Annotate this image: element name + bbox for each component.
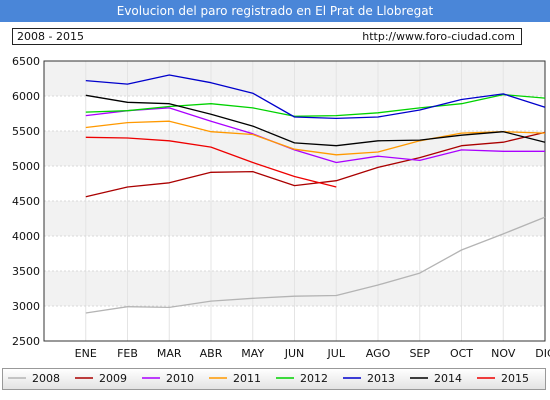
x-tick-label: JUL [327,347,346,360]
y-tick-label: 4500 [12,195,40,208]
y-tick-label: 6000 [12,90,40,103]
y-tick-label: 3000 [12,300,40,313]
legend-label-2013: 2013 [367,372,395,385]
plot-border [43,60,546,342]
series-line-2008 [85,216,546,314]
x-tick-label: SEP [409,347,430,360]
y-tick-label: 3500 [12,265,40,278]
series-line-2009 [85,131,546,198]
series-line-2010 [85,107,545,164]
x-tick-label: AGO [366,347,391,360]
legend-label-2008: 2008 [32,372,60,385]
legend-label-2012: 2012 [300,372,328,385]
x-tick-label: ABR [200,347,223,360]
x-tick-label: OCT [450,347,473,360]
legend-label-2009: 2009 [99,372,127,385]
y-tick-label: 2500 [12,335,40,348]
x-tick-label: FEB [117,347,138,360]
chart-title-bar: Evolucion del paro registrado en El Prat… [0,0,550,22]
chart-info-box: 2008 - 2015 http://www.foro-ciudad.com [12,28,522,45]
x-tick-label: NOV [491,347,516,360]
x-tick-label: DIC [535,347,550,360]
y-tick-label: 5500 [12,125,40,138]
source-link[interactable]: http://www.foro-ciudad.com [362,30,515,43]
legend-label-2010: 2010 [166,372,194,385]
chart-legend [2,368,546,390]
chart-title: Evolucion del paro registrado en El Prat… [116,4,434,18]
x-tick-label: JUN [284,347,305,360]
x-tick-label: ENE [75,347,97,360]
y-tick-label: 4000 [12,230,40,243]
y-tick-label: 5000 [12,160,40,173]
series-line-2014 [85,94,546,147]
legend-label-2011: 2011 [233,372,261,385]
legend-label-2015: 2015 [501,372,529,385]
x-tick-label: MAY [241,347,264,360]
period-label: 2008 - 2015 [17,30,84,43]
series-line-2012 [85,93,546,117]
y-tick-label: 6500 [12,55,40,68]
series-line-2015 [85,136,337,188]
legend-label-2014: 2014 [434,372,462,385]
x-tick-label: MAR [157,347,182,360]
series-line-2011 [85,120,546,156]
series-line-2013 [85,74,546,120]
